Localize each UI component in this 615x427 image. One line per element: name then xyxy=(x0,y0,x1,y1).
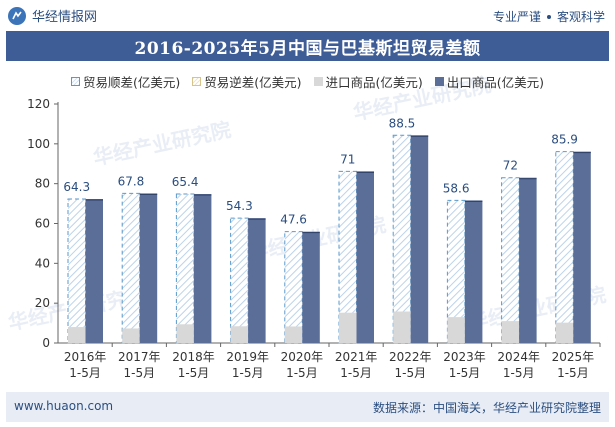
legend-label-deficit: 贸易逆差(亿美元) xyxy=(204,75,302,90)
bar-surplus xyxy=(501,177,520,344)
brand-logo-icon xyxy=(8,6,26,25)
bar-surplus xyxy=(67,198,86,344)
legend-item-import: 进口商品(亿美元) xyxy=(313,72,423,91)
x-tick-label: 2020年 xyxy=(281,350,324,364)
x-tick-label: 2016年 xyxy=(64,350,107,364)
title-bar: 2016-2025年5月中国与巴基斯坦贸易差额 xyxy=(6,31,609,61)
footer-site-link[interactable]: www.huaon.com xyxy=(14,399,114,413)
footer-source: 数据来源：中国海关，华经产业研究院整理 xyxy=(372,401,601,415)
x-tick-label: 1-5月 xyxy=(557,366,589,380)
data-label-surplus: 65.4 xyxy=(172,175,199,189)
x-tick-label: 1-5月 xyxy=(340,366,372,380)
chart-legend: 贸易顺差(亿美元) 贸易逆差(亿美元) 进口商品(亿美元) 出口商品(亿美元) xyxy=(6,72,609,91)
top-bar: 华经情报网 专业严谨 客观科学 xyxy=(0,0,615,30)
bar-import xyxy=(339,312,357,343)
bar-import xyxy=(122,328,140,343)
x-tick-label: 2019年 xyxy=(226,350,269,364)
slogan-tag-1: 专业严谨 xyxy=(492,10,541,24)
data-label-surplus: 88.5 xyxy=(389,116,416,130)
brand-name: 华经情报网 xyxy=(32,10,98,25)
y-tick-label: 100 xyxy=(27,137,50,151)
y-tick-label: 20 xyxy=(35,296,50,310)
bar-import xyxy=(447,317,465,343)
slogan: 专业严谨 客观科学 xyxy=(493,8,605,25)
bar-export xyxy=(356,171,374,343)
x-tick-label: 2017年 xyxy=(118,350,161,364)
data-label-surplus: 47.6 xyxy=(280,213,307,227)
footer-bar: www.huaon.com 数据来源：中国海关，华经产业研究院整理 xyxy=(6,392,609,422)
bar-import xyxy=(230,326,249,343)
data-label-surplus: 85.9 xyxy=(551,133,578,147)
x-tick-label: 1-5月 xyxy=(286,366,318,380)
legend-label-export: 出口商品(亿美元) xyxy=(446,75,545,90)
bar-import xyxy=(501,321,520,343)
legend-label-import: 进口商品(亿美元) xyxy=(325,75,423,90)
y-tick-label: 40 xyxy=(35,256,50,270)
legend-swatch-import xyxy=(313,77,323,86)
legend-item-deficit: 贸易逆差(亿美元) xyxy=(192,72,302,91)
legend-swatch-deficit xyxy=(192,77,202,86)
x-tick-label: 1-5月 xyxy=(232,366,264,380)
bar-surplus xyxy=(284,231,303,344)
data-label-surplus: 64.3 xyxy=(63,180,90,194)
x-tick-label: 2021年 xyxy=(335,350,378,364)
slogan-tag-2: 客观科学 xyxy=(556,10,605,24)
data-label-surplus: 71 xyxy=(340,152,355,166)
bar-export xyxy=(248,218,266,343)
bar-export xyxy=(573,151,591,343)
bar-export xyxy=(85,199,103,343)
bar-export xyxy=(519,177,537,343)
bar-surplus xyxy=(230,217,249,344)
brand: 华经情报网 xyxy=(8,6,97,25)
x-tick-label: 2023年 xyxy=(443,350,486,364)
bar-export xyxy=(464,200,483,343)
bar-export xyxy=(410,135,429,343)
bar-import xyxy=(284,326,303,343)
bar-surplus xyxy=(555,151,574,344)
data-label-surplus: 58.6 xyxy=(443,181,470,195)
x-tick-label: 1-5月 xyxy=(178,366,210,380)
data-label-surplus: 72 xyxy=(503,159,518,173)
bar-import xyxy=(393,311,411,343)
x-tick-label: 1-5月 xyxy=(394,366,426,380)
x-tick-label: 1-5月 xyxy=(449,366,481,380)
legend-item-export: 出口商品(亿美元) xyxy=(434,72,545,91)
x-tick-label: 2018年 xyxy=(172,350,215,364)
legend-swatch-export xyxy=(434,77,444,86)
legend-item-surplus: 贸易顺差(亿美元) xyxy=(70,72,181,91)
x-tick-label: 2024年 xyxy=(497,350,540,364)
legend-label-surplus: 贸易顺差(亿美元) xyxy=(82,75,181,90)
bar-import xyxy=(555,322,574,343)
bar-import xyxy=(68,327,86,343)
y-tick-label: 120 xyxy=(27,97,50,111)
x-tick-label: 2022年 xyxy=(389,350,432,364)
y-tick-label: 0 xyxy=(42,336,50,350)
bar-surplus xyxy=(175,193,195,344)
data-label-surplus: 67.8 xyxy=(118,174,145,188)
bar-export xyxy=(302,231,320,343)
bar-export xyxy=(193,194,212,343)
y-tick-label: 80 xyxy=(35,177,50,191)
bar-surplus xyxy=(121,192,141,344)
slogan-dot-icon xyxy=(546,14,551,19)
bar-import xyxy=(176,324,194,343)
x-tick-label: 1-5月 xyxy=(503,366,535,380)
x-tick-label: 1-5月 xyxy=(123,366,155,380)
x-tick-label: 1-5月 xyxy=(69,366,101,380)
legend-swatch-surplus xyxy=(70,77,80,86)
data-label-surplus: 54.3 xyxy=(226,199,253,213)
bar-export xyxy=(139,193,158,343)
chart-title: 2016-2025年5月中国与巴基斯坦贸易差额 xyxy=(134,38,481,59)
x-tick-label: 2025年 xyxy=(552,350,595,364)
y-tick-label: 60 xyxy=(35,217,50,231)
